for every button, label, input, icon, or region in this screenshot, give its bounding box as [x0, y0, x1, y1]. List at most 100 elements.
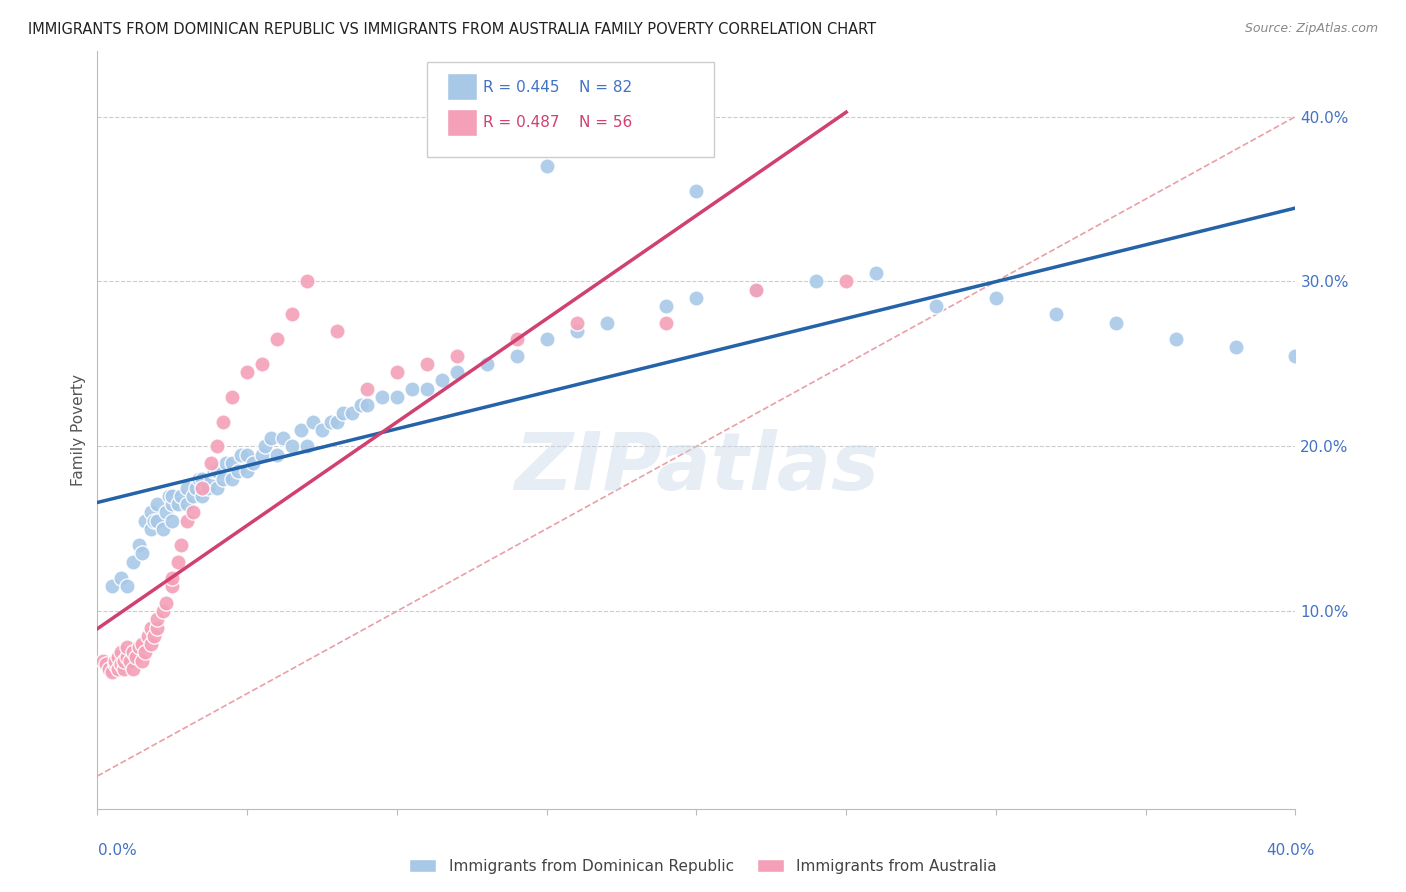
Point: [1045, 308, 1067, 322]
Point: [250, 357, 273, 371]
Point: [385, 390, 408, 404]
Point: [326, 415, 349, 429]
Point: [136, 629, 159, 643]
Point: [236, 464, 259, 478]
Point: [143, 629, 166, 643]
Point: [117, 579, 139, 593]
Point: [134, 514, 156, 528]
Point: [202, 464, 225, 478]
Point: [205, 481, 228, 495]
Point: [745, 283, 768, 297]
Text: Source: ZipAtlas.com: Source: ZipAtlas.com: [1244, 22, 1378, 36]
Point: [146, 497, 169, 511]
Point: [1164, 332, 1187, 346]
Point: [835, 275, 858, 289]
Point: [271, 431, 294, 445]
Point: [226, 464, 249, 478]
Point: [281, 308, 304, 322]
Point: [170, 489, 193, 503]
Point: [104, 657, 127, 671]
Point: [416, 382, 439, 396]
Point: [117, 640, 139, 655]
Point: [122, 662, 145, 676]
Point: [107, 662, 129, 676]
Point: [385, 365, 408, 379]
Point: [110, 571, 132, 585]
Point: [104, 654, 127, 668]
Point: [215, 456, 238, 470]
Point: [112, 662, 135, 676]
Point: [221, 390, 243, 404]
Point: [356, 398, 378, 412]
Point: [350, 398, 373, 412]
Point: [865, 266, 887, 280]
Point: [152, 604, 174, 618]
Point: [141, 637, 163, 651]
Bar: [447, 109, 477, 136]
Point: [260, 431, 283, 445]
Point: [1284, 349, 1306, 363]
Point: [146, 514, 169, 528]
Point: [1105, 316, 1128, 330]
Point: [806, 275, 828, 289]
Point: [128, 640, 150, 655]
Point: [141, 621, 163, 635]
Point: [160, 497, 183, 511]
Point: [229, 448, 252, 462]
Point: [181, 489, 204, 503]
Point: [205, 464, 228, 478]
Point: [236, 365, 259, 379]
Point: [152, 522, 174, 536]
Point: [98, 662, 121, 676]
Point: [311, 423, 333, 437]
Point: [110, 657, 132, 671]
Text: R = 0.487    N = 56: R = 0.487 N = 56: [484, 115, 633, 130]
Point: [250, 448, 273, 462]
Point: [101, 579, 124, 593]
Y-axis label: Family Poverty: Family Poverty: [72, 374, 86, 486]
Point: [332, 406, 354, 420]
Point: [96, 657, 118, 671]
Point: [356, 382, 378, 396]
Point: [176, 481, 198, 495]
Point: [191, 489, 214, 503]
Point: [446, 365, 468, 379]
Point: [655, 299, 678, 313]
Point: [221, 472, 243, 486]
Point: [302, 415, 325, 429]
Point: [186, 481, 208, 495]
Point: [134, 645, 156, 659]
Text: 0.0%: 0.0%: [98, 843, 138, 858]
Point: [984, 291, 1007, 305]
Point: [112, 654, 135, 668]
Point: [295, 275, 318, 289]
Legend: Immigrants from Dominican Republic, Immigrants from Australia: Immigrants from Dominican Republic, Immi…: [404, 853, 1002, 880]
Point: [128, 538, 150, 552]
Point: [167, 497, 190, 511]
Point: [93, 654, 115, 668]
Point: [205, 439, 228, 453]
Text: IMMIGRANTS FROM DOMINICAN REPUBLIC VS IMMIGRANTS FROM AUSTRALIA FAMILY POVERTY C: IMMIGRANTS FROM DOMINICAN REPUBLIC VS IM…: [28, 22, 876, 37]
Point: [266, 332, 288, 346]
Point: [565, 324, 588, 338]
Point: [475, 357, 498, 371]
Point: [212, 472, 235, 486]
Point: [236, 448, 259, 462]
Point: [281, 439, 304, 453]
Point: [446, 349, 468, 363]
Point: [125, 650, 148, 665]
Text: R = 0.445    N = 82: R = 0.445 N = 82: [484, 79, 633, 95]
Point: [131, 546, 153, 560]
Point: [745, 283, 768, 297]
Point: [200, 456, 222, 470]
Point: [340, 406, 363, 420]
Point: [401, 382, 423, 396]
Point: [191, 472, 214, 486]
Point: [565, 316, 588, 330]
Point: [122, 645, 145, 659]
Point: [295, 439, 318, 453]
Point: [242, 456, 264, 470]
Point: [595, 316, 617, 330]
Point: [191, 481, 214, 495]
Point: [146, 621, 169, 635]
